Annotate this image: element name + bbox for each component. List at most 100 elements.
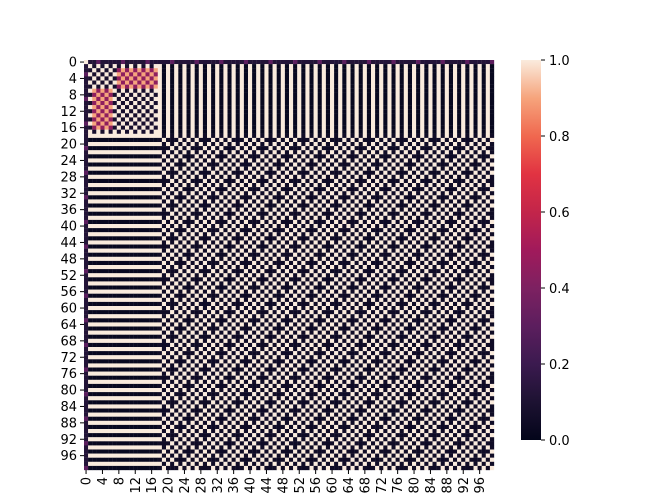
heatmap-cell [485, 199, 491, 204]
heatmap-cell [461, 137, 466, 143]
heatmap-cell [297, 158, 302, 163]
heatmap-cell [92, 162, 97, 167]
heatmap-cell [170, 228, 175, 233]
heatmap-cell [116, 101, 122, 106]
heatmap-cell [420, 129, 425, 134]
heatmap-cell [485, 191, 491, 196]
heatmap-cell [424, 187, 429, 192]
heatmap-cell [170, 121, 175, 126]
heatmap-cell [125, 191, 130, 196]
heatmap-cell [448, 96, 454, 102]
heatmap-cell [125, 224, 130, 229]
heatmap-cell [325, 260, 331, 266]
heatmap-cell [420, 191, 425, 196]
heatmap-cell [391, 113, 396, 118]
heatmap-cell [215, 178, 220, 184]
heatmap-cell [383, 154, 388, 159]
heatmap-cell [297, 80, 302, 85]
heatmap-cell [235, 195, 240, 200]
heatmap-cell [395, 170, 400, 175]
heatmap-cell [383, 142, 388, 147]
heatmap-cell [297, 117, 302, 122]
heatmap-cell [141, 129, 146, 134]
heatmap-cell [457, 129, 462, 134]
heatmap-cell [108, 125, 113, 130]
heatmap-cell [227, 84, 232, 89]
heatmap-cell [465, 113, 470, 118]
heatmap-cell [141, 203, 146, 208]
heatmap-cell [137, 142, 142, 147]
heatmap-cell [457, 224, 462, 229]
heatmap-cell [276, 117, 281, 122]
heatmap-cell [219, 154, 224, 159]
heatmap-cell [202, 109, 208, 114]
heatmap-cell [412, 76, 417, 81]
heatmap-cell [264, 195, 269, 200]
heatmap-cell [264, 129, 269, 134]
heatmap-cell [186, 117, 191, 122]
heatmap-cell [481, 211, 486, 216]
heatmap-cell [407, 129, 413, 134]
heatmap-cell [149, 244, 154, 249]
heatmap-cell [268, 125, 273, 130]
heatmap-cell [366, 88, 372, 93]
heatmap-cell [104, 101, 109, 106]
heatmap-cell [448, 146, 454, 151]
heatmap-cell [178, 256, 183, 262]
heatmap-cell [190, 219, 195, 225]
heatmap-cell [301, 187, 306, 192]
heatmap-cell [235, 133, 240, 139]
heatmap-cell [485, 72, 491, 77]
heatmap-cell [280, 199, 286, 204]
heatmap-cell [239, 150, 245, 155]
heatmap-cell [125, 219, 130, 225]
heatmap-cell [211, 129, 216, 134]
heatmap-cell [469, 158, 474, 163]
heatmap-cell [100, 240, 105, 245]
heatmap-cell [243, 60, 249, 65]
heatmap-cell [153, 166, 158, 171]
heatmap-cell [239, 105, 245, 110]
heatmap-cell [104, 105, 109, 110]
heatmap-cell [239, 76, 245, 81]
heatmap-cell [231, 80, 236, 85]
heatmap-cell [116, 154, 122, 159]
heatmap-cell [469, 101, 474, 106]
heatmap-cell [412, 117, 417, 122]
heatmap-cell [157, 76, 163, 81]
heatmap-cell [334, 76, 339, 81]
heatmap-cell [362, 211, 368, 216]
heatmap-cell [133, 142, 138, 147]
heatmap-cell [268, 84, 273, 89]
heatmap-cell [485, 170, 491, 175]
heatmap-cell [239, 113, 245, 118]
heatmap-cell [350, 195, 355, 200]
heatmap-cell [371, 240, 376, 245]
heatmap-cell [260, 137, 265, 143]
heatmap-cell [289, 150, 294, 155]
heatmap-cell [420, 215, 425, 221]
heatmap-cell [178, 146, 183, 151]
heatmap-cell [276, 96, 281, 102]
heatmap-cell [202, 224, 208, 229]
heatmap-cell [276, 146, 281, 151]
heatmap-cell [305, 224, 310, 229]
heatmap-cell [272, 244, 277, 249]
heatmap-cell [338, 203, 343, 208]
heatmap-cell [231, 117, 236, 122]
heatmap-cell [379, 154, 384, 159]
heatmap-cell [403, 101, 409, 106]
heatmap-cell [219, 252, 224, 257]
heatmap-cell [289, 211, 294, 216]
heatmap-cell [424, 170, 429, 175]
heatmap-cell [444, 219, 450, 225]
heatmap-cell [432, 150, 437, 155]
heatmap-cell [174, 64, 179, 69]
heatmap-cell [211, 117, 216, 122]
heatmap-cell [161, 109, 167, 114]
heatmap-cell [358, 84, 363, 89]
heatmap-cell [231, 228, 236, 233]
heatmap-cell [453, 64, 458, 69]
heatmap-cell [432, 133, 437, 139]
heatmap-cell [112, 236, 117, 241]
